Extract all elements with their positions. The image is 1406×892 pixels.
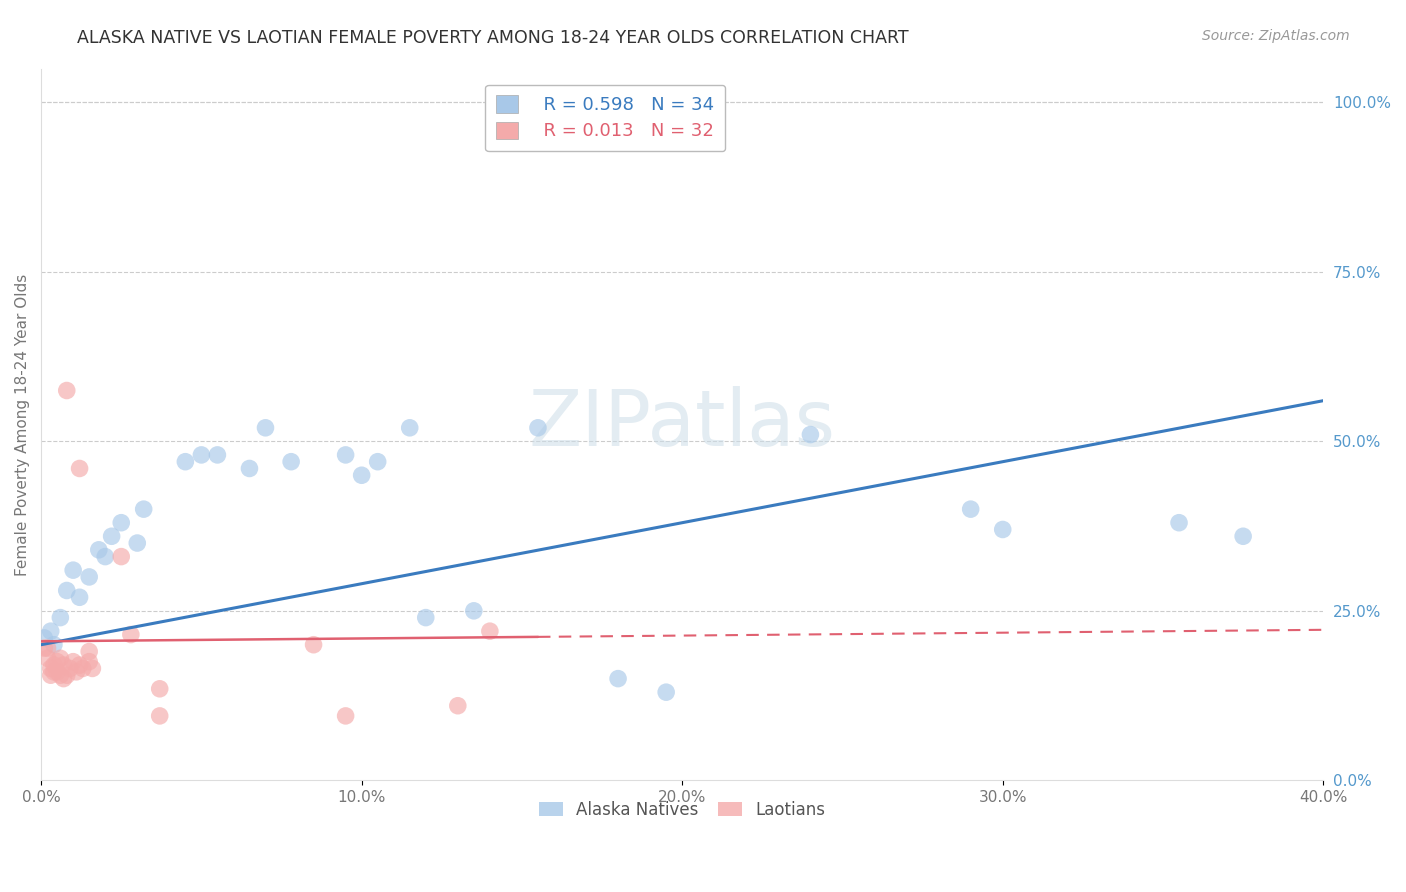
Point (991, 523, 1014, 537)
Point (280, 455, 302, 469)
Point (42, 665, 65, 679)
Point (100, 529, 122, 543)
Point (69, 461, 91, 475)
Point (132, 502, 155, 516)
Point (55, 668, 77, 682)
Point (55, 583, 77, 598)
Point (254, 421, 277, 435)
Point (46, 665, 69, 679)
Point (110, 549, 132, 564)
Point (69, 591, 91, 605)
Text: Source: ZipAtlas.com: Source: ZipAtlas.com (1202, 29, 1350, 44)
Point (52, 672, 75, 686)
Point (110, 516, 132, 530)
Point (55, 384, 77, 398)
Text: ZIPatlas: ZIPatlas (529, 386, 835, 462)
Point (52, 658, 75, 673)
Point (42, 638, 65, 652)
Point (335, 709, 357, 723)
Point (49, 651, 72, 665)
Point (87, 542, 110, 557)
Y-axis label: Female Poverty Among 18-24 Year Olds: Female Poverty Among 18-24 Year Olds (15, 273, 30, 575)
Point (59, 661, 82, 675)
Point (46, 655, 69, 669)
Point (120, 627, 142, 641)
Point (398, 421, 420, 435)
Point (37, 651, 59, 665)
Point (415, 610, 437, 624)
Point (94, 549, 117, 564)
Point (149, 709, 172, 723)
Point (127, 536, 149, 550)
Point (39, 624, 62, 639)
Point (367, 455, 389, 469)
Point (37, 641, 59, 656)
Point (77, 570, 100, 584)
Point (49, 668, 72, 682)
Point (1168, 516, 1191, 530)
Point (69, 658, 91, 673)
Point (49, 610, 72, 624)
Legend: Alaska Natives, Laotians: Alaska Natives, Laotians (533, 794, 832, 825)
Point (527, 421, 550, 435)
Point (34, 631, 56, 645)
Point (42, 658, 65, 673)
Point (65, 665, 87, 679)
Point (207, 448, 229, 462)
Point (463, 604, 485, 618)
Point (959, 502, 981, 516)
Point (478, 624, 501, 639)
Point (1232, 529, 1254, 543)
Point (39, 661, 62, 675)
Point (607, 672, 630, 686)
Point (238, 461, 260, 475)
Point (190, 448, 212, 462)
Point (447, 698, 470, 713)
Point (174, 455, 197, 469)
Point (350, 468, 373, 483)
Point (77, 655, 100, 669)
Point (62, 655, 84, 669)
Point (39, 668, 62, 682)
Point (34, 641, 56, 656)
Point (335, 448, 357, 462)
Text: ALASKA NATIVE VS LAOTIAN FEMALE POVERTY AMONG 18-24 YEAR OLDS CORRELATION CHART: ALASKA NATIVE VS LAOTIAN FEMALE POVERTY … (77, 29, 908, 47)
Point (799, 427, 821, 442)
Point (149, 681, 172, 696)
Point (655, 685, 678, 699)
Point (77, 644, 100, 658)
Point (302, 638, 325, 652)
Point (72, 661, 94, 675)
Point (62, 563, 84, 577)
Point (82, 661, 104, 675)
